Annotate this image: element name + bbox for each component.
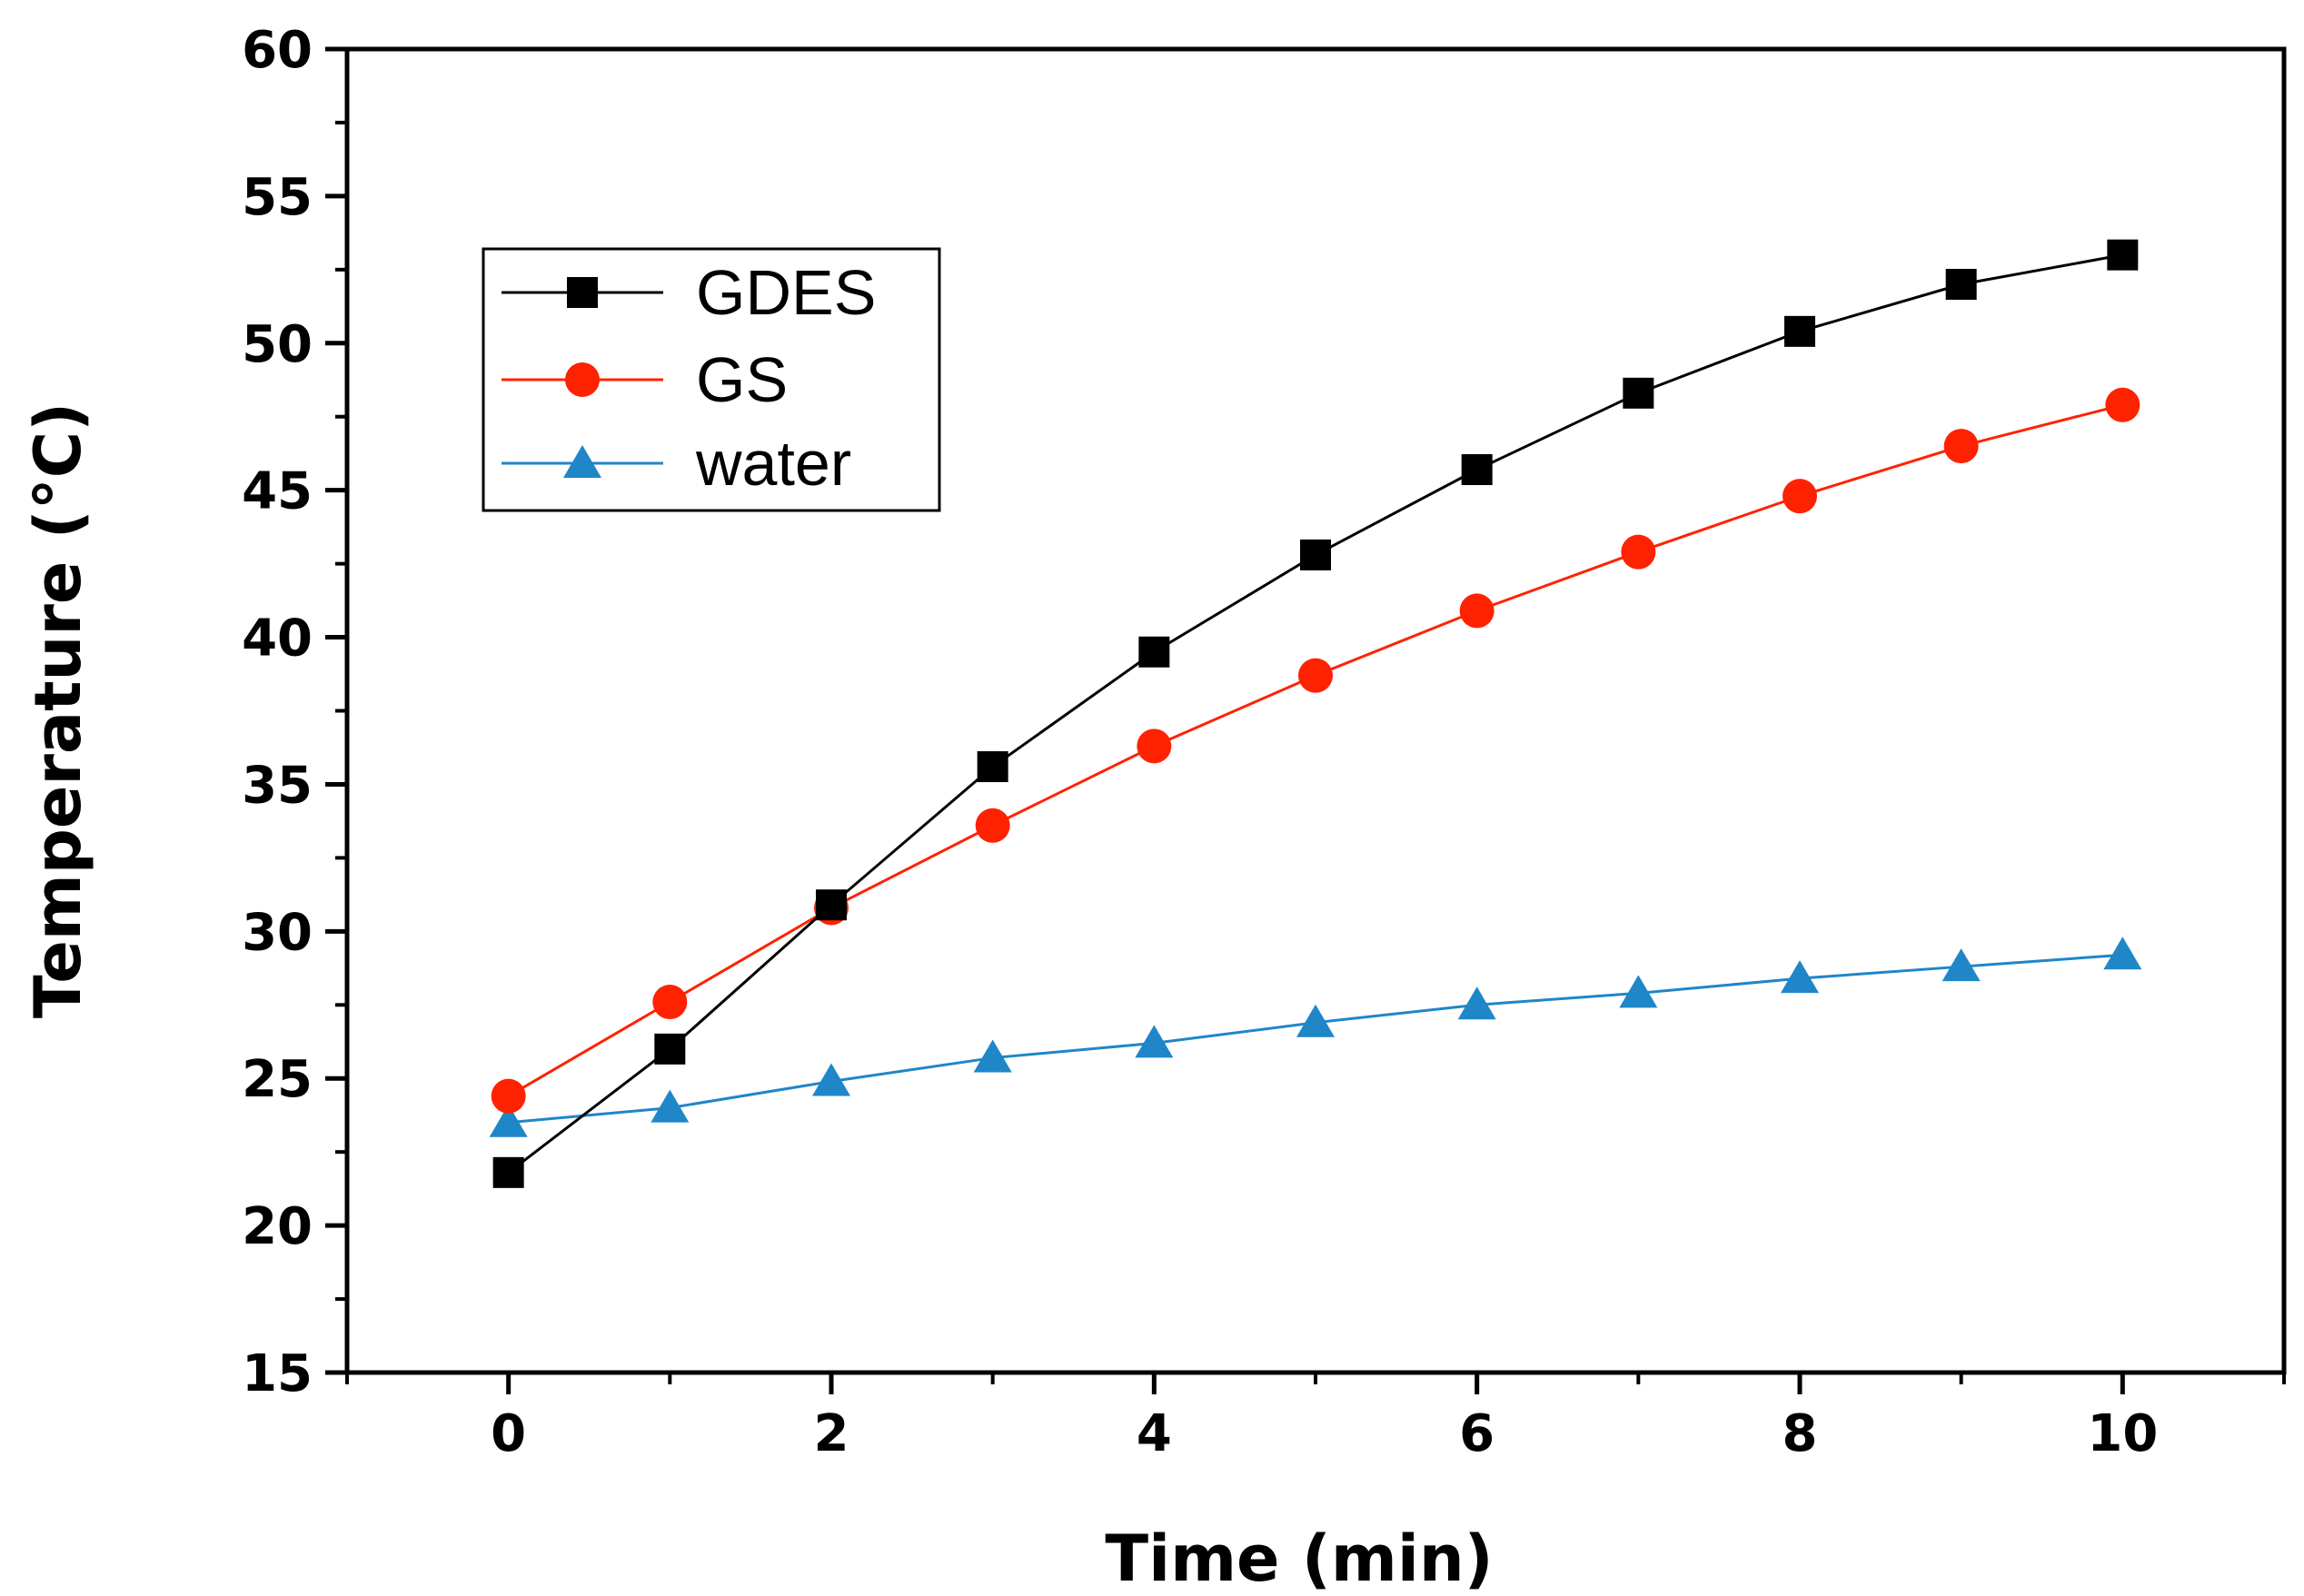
data-point-gs-6 bbox=[1459, 593, 1495, 629]
data-point-water-10 bbox=[2103, 937, 2142, 970]
legend-marker-gdes bbox=[567, 277, 598, 308]
data-point-water-9 bbox=[1942, 948, 1981, 982]
data-point-gs-7 bbox=[1621, 534, 1656, 570]
y-tick-label: 40 bbox=[242, 610, 313, 669]
data-point-gdes-2 bbox=[816, 889, 847, 921]
data-point-gdes-6 bbox=[1461, 454, 1493, 486]
legend-label-gdes: GDES bbox=[696, 257, 876, 328]
data-point-water-4 bbox=[1135, 1025, 1174, 1058]
legend-label-water: water bbox=[695, 428, 851, 499]
y-tick-label: 60 bbox=[242, 21, 313, 80]
y-tick-label: 45 bbox=[242, 462, 313, 521]
data-point-gdes-7 bbox=[1623, 377, 1654, 409]
data-point-gdes-9 bbox=[1945, 269, 1977, 301]
y-tick-label: 15 bbox=[242, 1344, 313, 1403]
data-point-water-8 bbox=[1781, 960, 1819, 994]
x-axis: 0 2 4 6 8 10 bbox=[345, 1373, 2286, 1463]
y-tick-label: 30 bbox=[242, 903, 313, 962]
data-point-water-7 bbox=[1619, 975, 1658, 1008]
x-tick-label: 2 bbox=[814, 1404, 849, 1463]
legend-entries: GDES GS water bbox=[502, 257, 876, 499]
y-tick-label: 55 bbox=[242, 168, 313, 227]
data-point-gdes-0 bbox=[492, 1156, 524, 1188]
x-tick-label: 0 bbox=[491, 1404, 526, 1463]
legend-label-gs: GS bbox=[696, 344, 788, 415]
x-tick-label: 8 bbox=[1783, 1404, 1818, 1463]
data-point-water-0 bbox=[489, 1104, 528, 1137]
data-point-gs-0 bbox=[491, 1078, 526, 1114]
data-point-gs-3 bbox=[975, 808, 1010, 843]
data-point-gs-10 bbox=[2105, 387, 2140, 422]
data-point-water-5 bbox=[1296, 1004, 1335, 1037]
legend-marker-gs bbox=[565, 362, 600, 397]
data-point-gdes-3 bbox=[977, 751, 1008, 783]
y-axis-title: Temperature (°C) bbox=[21, 402, 95, 1018]
series-line-water bbox=[508, 953, 2123, 1125]
x-tick-label: 4 bbox=[1137, 1404, 1172, 1463]
data-point-gdes-4 bbox=[1138, 636, 1170, 668]
legend-marker-water bbox=[563, 445, 601, 478]
legend: GDES GS water bbox=[482, 247, 941, 512]
data-point-water-3 bbox=[973, 1039, 1012, 1073]
data-point-gs-8 bbox=[1783, 479, 1817, 514]
y-tick-label: 35 bbox=[242, 756, 313, 815]
y-tick-label: 20 bbox=[242, 1197, 313, 1256]
data-point-gdes-8 bbox=[1784, 315, 1815, 347]
y-tick-label: 50 bbox=[242, 315, 313, 374]
data-point-gs-1 bbox=[652, 985, 688, 1020]
series-water bbox=[489, 937, 2142, 1137]
data-point-gs-4 bbox=[1137, 729, 1172, 764]
x-axis-title: Time (min) bbox=[1105, 1522, 1493, 1596]
series-layer bbox=[489, 239, 2142, 1188]
data-point-water-1 bbox=[650, 1089, 690, 1123]
data-point-gdes-5 bbox=[1300, 539, 1331, 570]
x-tick-label: 10 bbox=[2087, 1404, 2158, 1463]
y-axis: 15 20 25 30 35 40 45 50 55 60 bbox=[242, 21, 347, 1403]
data-point-gdes-10 bbox=[2107, 239, 2139, 271]
data-point-water-2 bbox=[812, 1063, 850, 1096]
data-point-water-6 bbox=[1457, 986, 1496, 1020]
y-tick-label: 25 bbox=[242, 1050, 313, 1109]
data-point-gs-9 bbox=[1943, 429, 1979, 464]
x-tick-label: 6 bbox=[1459, 1404, 1495, 1463]
series-gdes bbox=[492, 239, 2139, 1188]
data-point-gdes-1 bbox=[654, 1033, 686, 1065]
data-point-gs-5 bbox=[1298, 658, 1333, 693]
